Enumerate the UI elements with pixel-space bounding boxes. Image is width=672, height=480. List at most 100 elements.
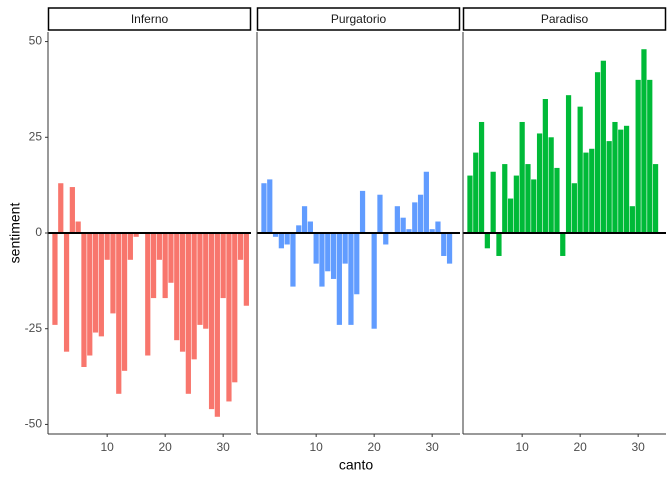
bar — [600, 60, 606, 233]
bar — [63, 233, 70, 352]
bar — [377, 194, 383, 233]
bar — [52, 233, 58, 325]
x-tick-label: 10 — [309, 440, 323, 454]
bar — [641, 49, 647, 233]
bar — [197, 233, 203, 325]
bar — [618, 129, 624, 233]
bar — [652, 164, 659, 233]
bar — [325, 233, 331, 272]
bar — [319, 233, 325, 287]
strip — [47, 7, 252, 31]
bar — [58, 183, 64, 233]
bar — [342, 233, 348, 264]
bar — [490, 171, 496, 233]
bar — [441, 233, 447, 256]
bar — [383, 233, 389, 245]
y-tick-label: 50 — [29, 34, 43, 48]
bar — [110, 233, 116, 314]
bar — [423, 171, 429, 233]
bar — [606, 141, 612, 233]
bar — [156, 233, 162, 260]
y-tick-label: 0 — [35, 225, 42, 239]
y-tick-label: 25 — [29, 129, 43, 143]
bar — [525, 164, 531, 233]
bar — [348, 233, 354, 325]
x-tick-label: 30 — [425, 440, 439, 454]
bar — [484, 233, 490, 249]
y-tick-label: -50 — [25, 417, 43, 431]
x-tick-label: 20 — [158, 440, 172, 454]
x-tick-label: 20 — [573, 440, 587, 454]
bar — [336, 233, 342, 325]
bar — [203, 233, 209, 329]
bar — [594, 72, 601, 233]
bar — [629, 206, 635, 233]
bar — [519, 121, 525, 233]
bar — [208, 233, 215, 410]
bar — [583, 152, 589, 233]
strip — [256, 7, 461, 31]
bar — [330, 233, 337, 279]
y-axis-title: sentiment — [7, 203, 23, 264]
bar — [243, 233, 249, 306]
panel-title: Paradiso — [541, 12, 589, 26]
bar — [261, 183, 267, 233]
y-tick-label: -25 — [25, 321, 43, 335]
bar — [513, 175, 519, 233]
bar — [226, 233, 232, 402]
bar — [150, 233, 157, 299]
bar — [284, 233, 290, 245]
x-axis-title: canto — [339, 457, 373, 473]
bar — [531, 179, 537, 233]
x-tick-label: 20 — [367, 440, 381, 454]
bar — [429, 229, 435, 233]
bar — [635, 79, 641, 233]
bar — [133, 233, 139, 237]
bar — [98, 233, 104, 337]
bar — [589, 148, 595, 233]
bar — [168, 233, 174, 283]
bar — [220, 233, 226, 299]
bar — [406, 229, 412, 233]
bar — [272, 233, 279, 237]
bar — [502, 164, 508, 233]
bar — [179, 233, 186, 352]
bar — [116, 233, 122, 394]
bar — [548, 137, 554, 233]
bar — [296, 225, 302, 233]
bar — [507, 198, 514, 233]
bar — [417, 194, 424, 233]
bar — [145, 233, 151, 356]
bar — [478, 121, 485, 233]
bar — [237, 233, 244, 260]
bar — [435, 221, 441, 233]
bar — [232, 233, 238, 383]
bar — [412, 202, 418, 233]
bar — [473, 152, 479, 233]
bar — [69, 187, 75, 233]
bar — [127, 233, 133, 260]
bar — [536, 133, 543, 233]
bar — [81, 233, 87, 367]
panel-title: Inferno — [131, 12, 169, 26]
panel-title: Purgatorio — [331, 12, 387, 26]
bar — [174, 233, 180, 341]
bar — [290, 233, 296, 287]
bar — [359, 190, 366, 233]
bar — [647, 79, 653, 233]
bar — [87, 233, 93, 356]
bar — [612, 121, 618, 233]
bar — [92, 233, 99, 333]
bar — [307, 221, 313, 233]
bar — [121, 233, 128, 371]
bar — [400, 217, 406, 233]
bar — [185, 233, 191, 394]
bar — [496, 233, 502, 256]
bar — [467, 175, 473, 233]
bar — [571, 183, 577, 233]
bar — [577, 106, 583, 233]
bar — [554, 167, 560, 233]
bar — [214, 233, 220, 417]
bar — [394, 206, 400, 233]
